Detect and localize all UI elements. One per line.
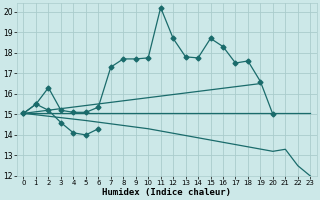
X-axis label: Humidex (Indice chaleur): Humidex (Indice chaleur)	[102, 188, 231, 197]
